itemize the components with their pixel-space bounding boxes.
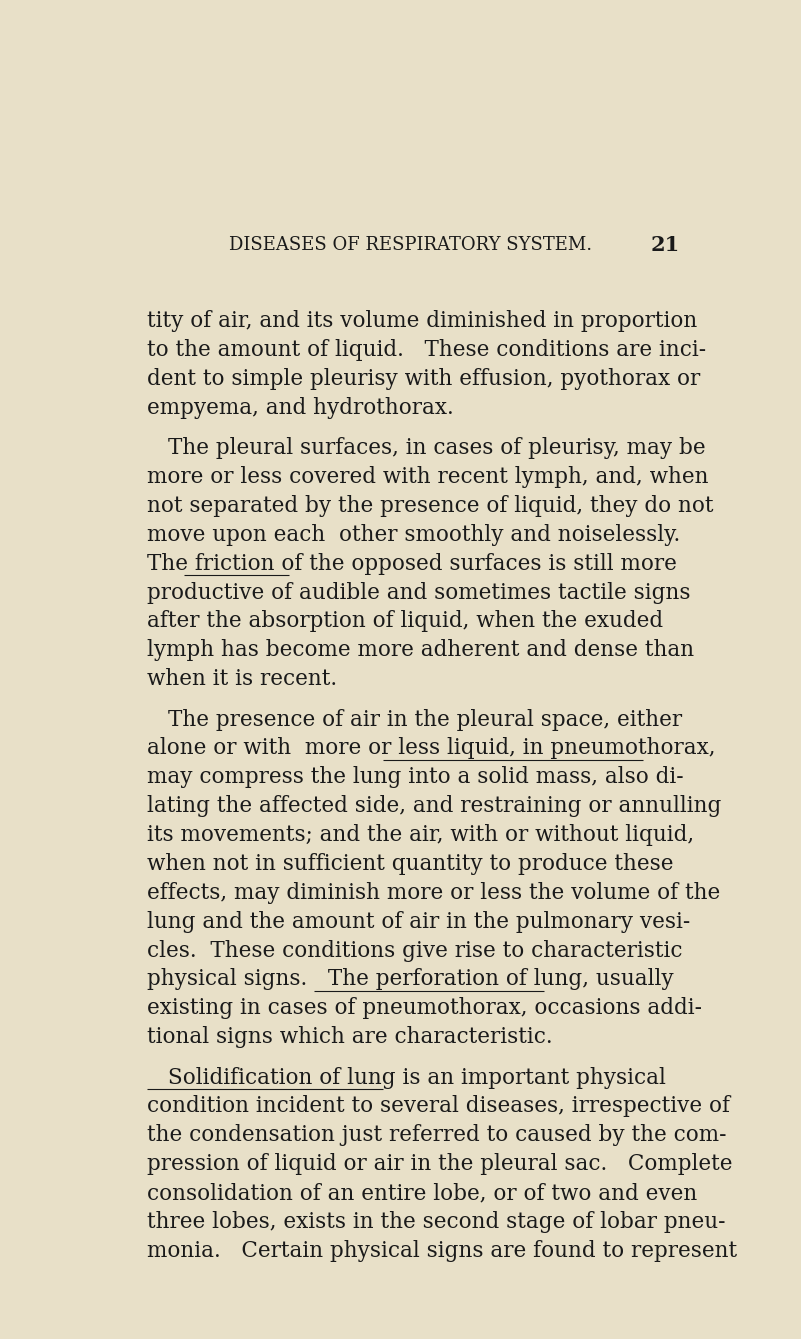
Text: its movements; and the air, with or without liquid,: its movements; and the air, with or with… [147,823,694,846]
Text: productive of audible and sometimes tactile signs: productive of audible and sometimes tact… [147,581,690,604]
Text: alone or with  more or less liquid, in pneumothorax,: alone or with more or less liquid, in pn… [147,738,715,759]
Text: Solidification of lung is an important physical: Solidification of lung is an important p… [168,1067,666,1089]
Text: consolidation of an entire lobe, or of two and even: consolidation of an entire lobe, or of t… [147,1182,697,1204]
Text: condition incident to several diseases, irrespective of: condition incident to several diseases, … [147,1095,730,1118]
Text: The presence of air in the pleural space, either: The presence of air in the pleural space… [168,708,682,731]
Text: monia.   Certain physical signs are found to represent: monia. Certain physical signs are found … [147,1240,737,1261]
Text: cles.  These conditions give rise to characteristic: cles. These conditions give rise to char… [147,940,682,961]
Text: The friction of the opposed surfaces is still more: The friction of the opposed surfaces is … [147,553,677,574]
Text: the condensation just referred to caused by the com-: the condensation just referred to caused… [147,1125,727,1146]
Text: three lobes, exists in the second stage of lobar pneu-: three lobes, exists in the second stage … [147,1210,725,1233]
Text: may compress the lung into a solid mass, also di-: may compress the lung into a solid mass,… [147,766,683,789]
Text: dent to simple pleurisy with effusion, pyothorax or: dent to simple pleurisy with effusion, p… [147,368,700,390]
Text: move upon each  other smoothly and noiselessly.: move upon each other smoothly and noisel… [147,524,680,546]
Text: lung and the amount of air in the pulmonary vesi-: lung and the amount of air in the pulmon… [147,911,690,933]
Text: 21: 21 [650,236,680,256]
Text: when it is recent.: when it is recent. [147,668,336,690]
Text: when not in sufficient quantity to produce these: when not in sufficient quantity to produ… [147,853,673,874]
Text: to the amount of liquid.   These conditions are inci-: to the amount of liquid. These condition… [147,339,706,362]
Text: lymph has become more adherent and dense than: lymph has become more adherent and dense… [147,639,694,661]
Text: not separated by the presence of liquid, they do not: not separated by the presence of liquid,… [147,495,713,517]
Text: lating the affected side, and restraining or annulling: lating the affected side, and restrainin… [147,795,721,817]
Text: tional signs which are characteristic.: tional signs which are characteristic. [147,1026,553,1048]
Text: after the absorption of liquid, when the exuded: after the absorption of liquid, when the… [147,611,662,632]
Text: existing in cases of pneumothorax, occasions addi-: existing in cases of pneumothorax, occas… [147,998,702,1019]
Text: pression of liquid or air in the pleural sac.   Complete: pression of liquid or air in the pleural… [147,1153,732,1176]
Text: tity of air, and its volume diminished in proportion: tity of air, and its volume diminished i… [147,311,697,332]
Text: DISEASES OF RESPIRATORY SYSTEM.: DISEASES OF RESPIRATORY SYSTEM. [229,236,592,254]
Text: The pleural surfaces, in cases of pleurisy, may be: The pleural surfaces, in cases of pleuri… [168,438,706,459]
Text: more or less covered with recent lymph, and, when: more or less covered with recent lymph, … [147,466,708,489]
Text: empyema, and hydrothorax.: empyema, and hydrothorax. [147,396,453,419]
Text: physical signs.   The perforation of lung, usually: physical signs. The perforation of lung,… [147,968,674,991]
Text: effects, may diminish more or less the volume of the: effects, may diminish more or less the v… [147,882,720,904]
